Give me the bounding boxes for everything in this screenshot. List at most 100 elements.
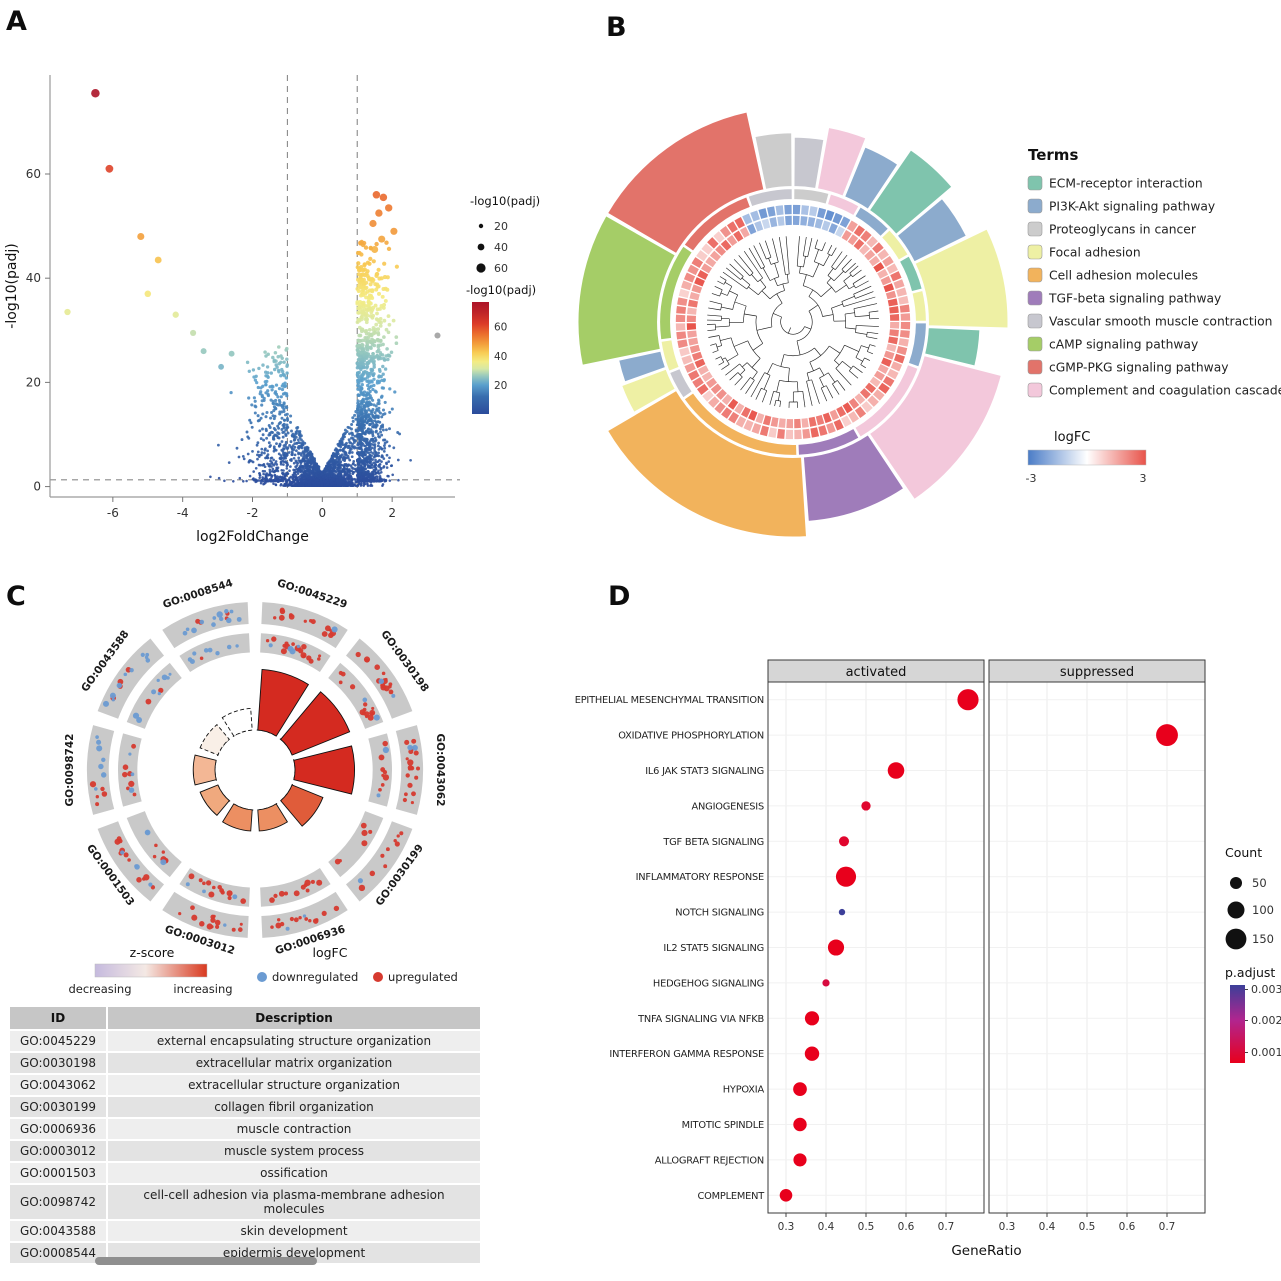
volcano-point <box>297 433 301 437</box>
volcano-point <box>366 415 370 419</box>
go-gene-dot <box>215 651 220 656</box>
logfc-heat-cell <box>687 264 699 276</box>
go-gene-dot <box>191 914 198 921</box>
volcano-point <box>257 366 261 371</box>
go-gene-dot <box>289 916 294 922</box>
volcano-point <box>367 381 371 385</box>
volcano-point <box>365 364 370 369</box>
volcano-point <box>379 193 388 202</box>
logfc-heat-cell <box>684 362 696 373</box>
pathway-mid-segment <box>669 368 693 399</box>
volcano-point <box>363 467 366 471</box>
pathway-outer-segment <box>606 389 808 538</box>
dendrogram-branch <box>852 365 863 373</box>
panel-c-go-circle: C GO:0045229 GO:0030198 GO:0043062 GO:00301… <box>0 565 580 1281</box>
dendrogram-arc <box>772 363 790 369</box>
logfc-heat-cell <box>688 370 700 381</box>
go-gene-dot <box>161 674 168 681</box>
volcano-point <box>256 441 260 445</box>
go-gene-dot <box>360 822 367 829</box>
volcano-point <box>382 466 385 469</box>
dendrogram-branch <box>806 372 810 381</box>
dendrogram-branch <box>778 237 786 275</box>
go-gene-dot <box>271 636 277 642</box>
dendrogram-branch <box>855 357 863 362</box>
dendrogram-branch <box>833 270 844 282</box>
logfc-heat-cell <box>872 242 884 254</box>
go-gene-dot <box>355 651 361 658</box>
volcano-point <box>338 483 342 487</box>
volcano-point <box>390 407 394 411</box>
cropped-row-remnant <box>95 1257 317 1265</box>
dendrogram-branch <box>712 350 719 353</box>
go-gene-dot <box>304 879 311 886</box>
go-gene-dot <box>404 739 410 745</box>
volcano-point <box>278 403 282 407</box>
volcano-point <box>358 379 363 383</box>
volcano-point <box>330 466 333 470</box>
dendrogram-arc <box>855 345 862 358</box>
go-gene-dot <box>317 657 321 661</box>
x-tick-label: 0.6 <box>898 1221 915 1233</box>
facet-header-label: activated <box>846 665 907 680</box>
volcano-point <box>386 357 390 362</box>
volcano-point <box>370 380 374 384</box>
volcano-point <box>343 474 347 477</box>
volcano-point <box>310 477 313 481</box>
logfc-heat-cell <box>691 351 703 361</box>
volcano-point <box>252 470 256 473</box>
go-gene-dot <box>378 754 385 761</box>
go-zscore-bar <box>257 803 289 832</box>
logfc-heat-cell <box>748 410 758 421</box>
go-gene-dot <box>394 841 400 847</box>
go-term-label: GO:0098742 <box>64 734 76 807</box>
volcano-point <box>313 459 317 462</box>
volcano-point <box>144 290 152 298</box>
logfc-heat-cell <box>707 237 719 249</box>
volcano-point <box>362 444 366 448</box>
volcano-point <box>223 479 226 483</box>
go-zscore-bar <box>280 784 324 827</box>
term-swatch <box>1027 336 1043 352</box>
volcano-point <box>377 409 381 413</box>
logfc-heat-cell <box>751 422 762 434</box>
logfc-heat-cell <box>689 291 700 301</box>
logfc-heat-cell <box>702 390 714 402</box>
volcano-point <box>376 453 379 457</box>
dendrogram-branch <box>869 310 879 313</box>
volcano-point <box>285 357 289 361</box>
go-gene-dot <box>269 897 275 903</box>
volcano-point <box>385 287 390 292</box>
volcano-point <box>367 460 371 463</box>
dendrogram-branch <box>845 327 856 330</box>
volcano-point <box>350 469 353 473</box>
go-gene-dot <box>407 759 414 766</box>
go-gene-dot <box>122 764 129 770</box>
terms-legend-title: Terms <box>1028 146 1078 164</box>
volcano-point <box>254 374 258 378</box>
volcano-point <box>361 414 365 418</box>
volcano-point <box>267 441 271 445</box>
volcano-point <box>359 252 364 257</box>
volcano-point <box>378 350 383 355</box>
volcano-point <box>343 471 346 474</box>
volcano-point <box>356 371 360 375</box>
volcano-point <box>271 355 275 360</box>
volcano-point <box>350 432 354 435</box>
go-gene-dot <box>305 888 310 893</box>
volcano-point <box>383 367 388 371</box>
volcano-point <box>311 457 315 460</box>
count-legend-label: 150 <box>1252 932 1274 946</box>
pathway-category-label: OXIDATIVE PHOSPHORYLATION <box>618 731 764 742</box>
volcano-point <box>297 447 301 450</box>
go-gene-dot <box>100 786 105 792</box>
term-label: Proteoglycans in cancer <box>1049 223 1197 237</box>
volcano-point <box>300 454 303 457</box>
volcano-point <box>320 472 324 476</box>
volcano-point <box>379 430 383 434</box>
go-gene-dot <box>199 921 205 927</box>
volcano-point <box>350 478 354 481</box>
dendrogram-branch <box>814 239 818 249</box>
volcano-point <box>251 368 256 372</box>
